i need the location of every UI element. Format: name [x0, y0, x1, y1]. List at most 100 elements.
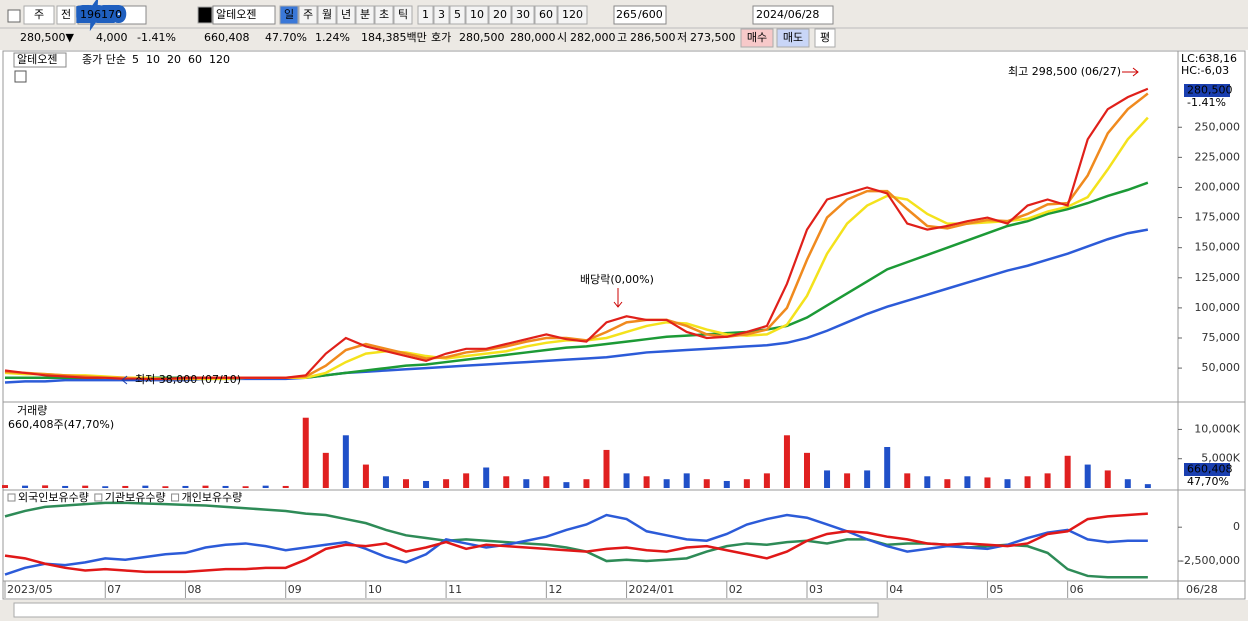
avg-button[interactable]: 평	[820, 31, 830, 44]
interval-button-bg[interactable]	[557, 5, 588, 25]
stock-name: 알테오젠	[216, 7, 256, 21]
y-tick-label: 0	[1233, 520, 1240, 533]
market-select-bg[interactable]	[23, 5, 55, 25]
y-tick-label: 10,000K	[1194, 422, 1240, 435]
legend-item: 외국인보유수량	[18, 491, 89, 504]
legend-item: 120	[209, 53, 230, 66]
x-tick-label: 07	[107, 583, 121, 596]
interval-button-bg[interactable]	[417, 5, 434, 25]
x-tick-label: 2024/01	[629, 583, 675, 596]
period-button-bg[interactable]	[279, 5, 299, 25]
x-tick-label: 10	[368, 583, 382, 596]
interval-button-bg[interactable]	[511, 5, 535, 25]
buy-button-bg[interactable]	[740, 28, 774, 48]
buy-button[interactable]: 매수	[747, 31, 767, 44]
period-button-bg[interactable]	[336, 5, 356, 25]
volume-last: 660,408	[1187, 463, 1233, 476]
volume-bar	[102, 486, 109, 488]
interval-button[interactable]: 30	[516, 8, 530, 21]
x-tick-label: 03	[809, 583, 823, 596]
calc-icon[interactable]	[14, 70, 27, 83]
x-tick-label: 08	[187, 583, 201, 596]
period-button[interactable]: 틱	[398, 8, 408, 21]
legend-swatch	[94, 493, 103, 502]
interval-button[interactable]: 5	[454, 8, 461, 21]
avg-button-bg[interactable]	[814, 28, 836, 48]
annotation-arrow	[121, 375, 140, 385]
quote-low: 273,500	[690, 31, 736, 44]
x-tick-label: 11	[448, 583, 462, 596]
credit-badge-bg[interactable]	[197, 6, 213, 24]
volume-bar	[643, 476, 650, 488]
interval-button[interactable]: 1	[422, 8, 429, 21]
credit-badge[interactable]: 신	[200, 8, 210, 21]
code-input[interactable]	[77, 5, 147, 25]
period-button[interactable]: 분	[360, 8, 370, 21]
date-input[interactable]	[752, 5, 834, 25]
plot-bg	[2, 50, 1179, 600]
scroll-track[interactable]	[13, 602, 879, 618]
volume-last-ratio: 47,70%	[1187, 475, 1229, 488]
interval-button[interactable]: 10	[470, 8, 484, 21]
volume-bar	[1124, 479, 1131, 488]
quote-volume-ratio: 47.70%	[265, 31, 307, 44]
volume-bar	[924, 476, 931, 488]
scope-button-bg[interactable]	[56, 5, 76, 25]
market-select[interactable]: 주	[34, 8, 44, 21]
volume-bar	[222, 485, 229, 488]
period-button[interactable]: 초	[379, 8, 389, 21]
interval-button-bg[interactable]	[449, 5, 466, 25]
count-input[interactable]	[613, 5, 667, 25]
x-tick-label: 04	[889, 583, 903, 596]
volume-bar	[382, 476, 389, 488]
last-price-box	[1184, 84, 1230, 97]
legend-item: 5	[132, 53, 139, 66]
quote-price: 280,500▼	[20, 31, 74, 44]
scope-button[interactable]: 전	[61, 8, 71, 21]
volume-bar	[1104, 470, 1111, 488]
interval-button-bg[interactable]	[534, 5, 558, 25]
period-button-bg[interactable]	[317, 5, 337, 25]
window-icon[interactable]	[7, 9, 21, 23]
x-tick-label: 09	[288, 583, 302, 596]
interval-button-bg[interactable]	[488, 5, 512, 25]
volume-bar	[322, 452, 329, 488]
y-tick-label: -2,500,000	[1180, 554, 1240, 567]
sell-button[interactable]: 매도	[783, 31, 803, 44]
volume-bar	[783, 435, 790, 488]
interval-button[interactable]: 60	[539, 8, 553, 21]
volume-bar	[2, 485, 8, 488]
interval-button[interactable]: 120	[562, 8, 583, 21]
interval-button[interactable]: 20	[493, 8, 507, 21]
volume-bar	[82, 485, 89, 488]
quote-amount: 184,385백만	[361, 31, 427, 44]
quote-high: 286,500	[630, 31, 676, 44]
panel-title: 거래량	[17, 404, 47, 417]
period-button[interactable]: 년	[341, 8, 351, 21]
volume-bar	[1144, 484, 1151, 488]
period-button[interactable]: 일	[284, 7, 294, 21]
x-tick-label: 2023/05	[7, 583, 53, 596]
volume-bar	[483, 467, 490, 488]
interval-button-bg[interactable]	[465, 5, 489, 25]
volume-bar	[964, 476, 971, 488]
volume-bar	[1064, 455, 1071, 488]
panel-subtitle: 660,408주(47,70%)	[8, 418, 114, 431]
annotation-arrow	[613, 288, 623, 308]
volume-bar	[824, 470, 831, 488]
y-tick-label: 100,000	[1195, 301, 1241, 314]
period-button[interactable]: 주	[303, 8, 313, 21]
volume-bar	[904, 473, 911, 488]
interval-button-bg[interactable]	[433, 5, 450, 25]
sell-button-bg[interactable]	[776, 28, 810, 48]
period-button-bg[interactable]	[393, 5, 413, 25]
period-button-bg[interactable]	[298, 5, 318, 25]
name-field[interactable]	[212, 5, 276, 25]
code-text[interactable]: 196170	[75, 3, 127, 26]
period-button-bg[interactable]	[355, 5, 375, 25]
volume-bar	[703, 479, 710, 488]
period-button[interactable]: 월	[322, 8, 332, 21]
interval-button[interactable]: 3	[438, 8, 445, 21]
quote-change: 4,000	[96, 31, 128, 44]
period-button-bg[interactable]	[374, 5, 394, 25]
